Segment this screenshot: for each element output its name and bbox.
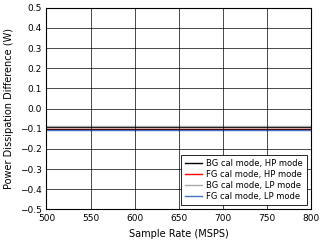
- X-axis label: Sample Rate (MSPS): Sample Rate (MSPS): [129, 229, 229, 239]
- Y-axis label: Power Dissipation Difference (W): Power Dissipation Difference (W): [4, 28, 14, 189]
- Legend: BG cal mode, HP mode, FG cal mode, HP mode, BG cal mode, LP mode, FG cal mode, L: BG cal mode, HP mode, FG cal mode, HP mo…: [181, 155, 307, 205]
